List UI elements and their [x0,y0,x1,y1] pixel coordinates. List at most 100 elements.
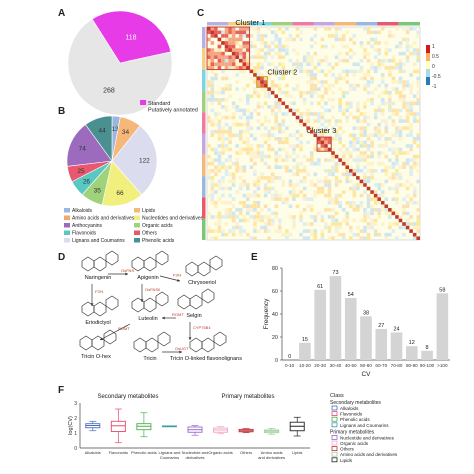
heatmap-cell [366,122,371,127]
heatmap-cell [306,73,310,77]
f-legend-swatch [331,446,338,452]
heatmap-cell [224,147,229,152]
heatmap-cell [231,225,236,230]
heatmap-cell [281,90,286,95]
heatmap-cell [405,222,410,226]
heatmap-cell [363,144,367,148]
heatmap-diagonal-cell [306,126,310,130]
heatmap-cell [409,51,413,56]
e-bar-value-label: 0 [288,354,291,360]
f-legend-label: Organic acids [340,441,369,446]
heatmap-cell [224,144,229,148]
heatmap-cell [309,55,314,59]
heatmap-cell [288,94,293,98]
e-x-tick-label: 60-70 [375,363,387,368]
heatmap-cell [370,176,374,180]
heatmap-cell [238,133,243,138]
heatmap-cell [334,122,339,127]
heatmap-cell [253,137,257,141]
heatmap-cell [320,147,325,152]
heatmap-cell [331,147,335,152]
heatmap-cell [295,144,300,148]
heatmap-cell [405,151,410,155]
heatmap-cell [320,215,325,219]
colorbar-segment [426,53,430,61]
heatmap-cell [217,112,222,116]
heatmap-cluster-cell [231,44,236,49]
heatmap-cell [395,158,399,162]
heatmap-cluster-cell [210,66,215,70]
heatmap-cell [221,147,225,152]
heatmap-cluster-cell [207,37,211,42]
heatmap-cell [285,140,289,145]
heatmap-cell [306,108,310,113]
heatmap-cell [270,105,275,109]
heatmap-cell [228,158,232,162]
heatmap-cell [249,62,254,67]
heatmap-cell [395,129,399,134]
pie-b-value-label: 35 [94,187,102,194]
heatmap-cell [345,179,349,184]
heatmap-cell [345,200,349,205]
heatmap-cell [306,115,310,120]
f-group-title: Primary metabolites [221,394,274,400]
heatmap-cell [405,218,410,223]
heatmap-cell [309,204,314,209]
heatmap-cell [299,147,303,152]
heatmap-cell [345,51,349,56]
heatmap-cell [235,169,239,173]
heatmap-cell [416,83,420,88]
heatmap-cell [402,83,406,88]
heatmap-cell [256,215,261,219]
compound-ring [105,250,119,266]
heatmap-cell [349,105,353,109]
heatmap-cell [402,211,406,216]
heatmap-cell [295,119,300,123]
heatmap-cell [349,229,353,233]
heatmap-cell [309,76,314,81]
heatmap-cell [253,161,257,166]
heatmap-cell [331,236,335,240]
heatmap-cell [313,183,318,187]
heatmap-cell [366,161,371,166]
heatmap-diagonal-cell [373,193,378,198]
heatmap-diagonal-cell [405,225,410,230]
heatmap-cell [246,108,250,113]
heatmap-cell [338,87,342,91]
heatmap-cell [334,80,339,84]
heatmap-cell [363,83,367,88]
compound-ring [189,337,203,353]
heatmap-cluster-cell [210,27,215,31]
heatmap-cell [246,98,250,102]
f-group-title: Secondary metabolites [97,394,158,400]
heatmap-cluster-cell [246,48,250,52]
heatmap-cell [331,165,335,169]
heatmap-cell [278,122,282,127]
heatmap-cell [214,229,218,233]
compound-ring [177,294,191,310]
heatmap-cell [377,83,381,88]
f-legend-label: Others [340,447,354,452]
heatmap-cell [331,98,335,102]
heatmap-cell [285,44,289,49]
enzyme-label: F3'H [95,289,103,294]
heatmap-cell [210,90,215,95]
heatmap-cell [359,193,364,198]
e-bar [375,328,388,360]
heatmap-cell [395,126,399,130]
heatmap-cell [256,154,261,159]
heatmap-cell [384,129,389,134]
heatmap-cell [267,105,271,109]
heatmap-cell [356,169,360,173]
compound-ring [91,335,105,351]
heatmap-cluster-box [316,136,332,152]
heatmap-cell [395,200,399,205]
heatmap-cluster-cell [317,147,321,152]
heatmap-cell [409,122,413,127]
heatmap-cell [207,83,211,88]
heatmap-cell [341,37,346,42]
heatmap-cell [306,55,310,59]
heatmap-cell [327,229,332,233]
heatmap-cell [384,126,389,130]
